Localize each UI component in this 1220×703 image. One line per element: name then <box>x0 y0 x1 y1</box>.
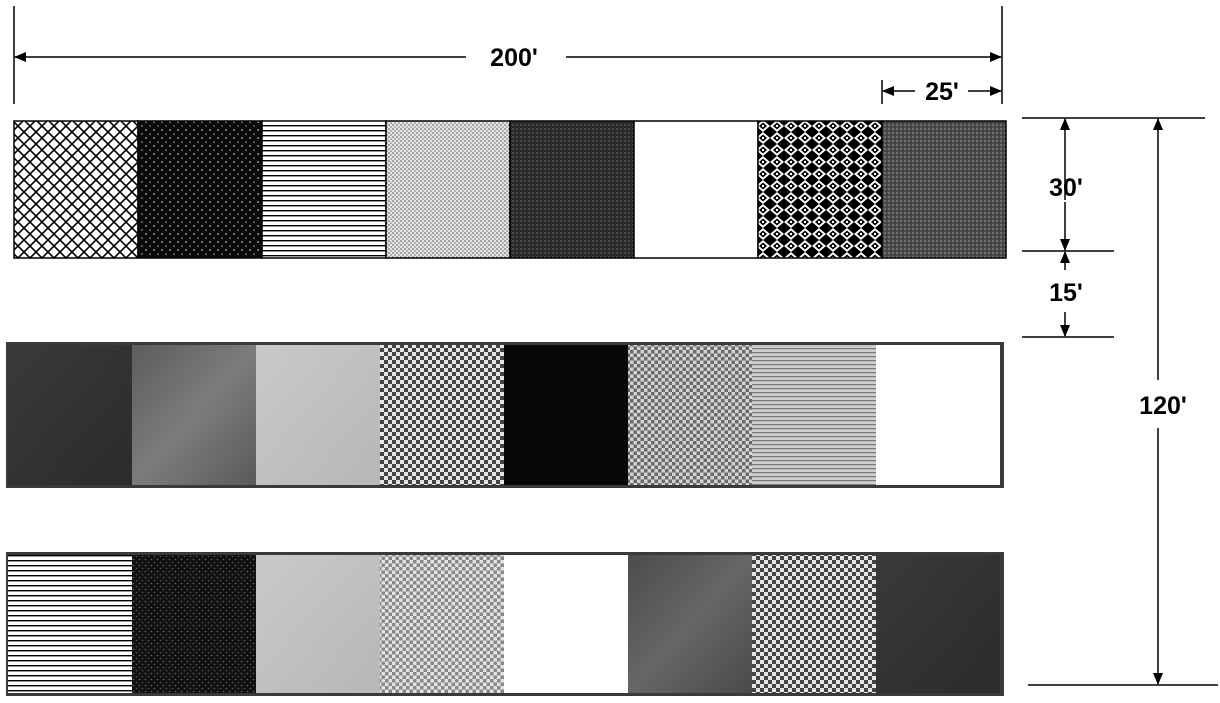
row-depth-label: 30' <box>1049 174 1083 202</box>
plot-dark-diagonal <box>137 120 263 259</box>
side-dimensions: 30' 15' 120' <box>1022 117 1218 686</box>
plot-light-gray <box>256 345 380 485</box>
plot-light-gray <box>256 555 380 693</box>
total-length-label: 120' <box>1139 392 1187 420</box>
row-3 <box>6 552 1004 696</box>
row-1 <box>13 120 1007 259</box>
plot-light-dots <box>385 120 511 259</box>
plot-width-dimension: 25' <box>881 78 1002 106</box>
plot-checker <box>752 555 876 693</box>
plot-dark-gray <box>876 555 1000 693</box>
plot-medium-gray <box>132 345 256 485</box>
plot-medium-dark-gray <box>628 555 752 693</box>
plot-black <box>504 345 628 485</box>
plot-horizontal-lines <box>8 555 132 693</box>
plot-width-label: 25' <box>925 78 959 106</box>
total-width-label: 200' <box>490 44 538 72</box>
plot-light-checker <box>628 345 752 485</box>
plot-dark-gray <box>8 345 132 485</box>
plot-dark-dotted <box>132 555 256 693</box>
row-2 <box>6 342 1004 488</box>
plot-white <box>504 555 628 693</box>
plot-white <box>876 345 1000 485</box>
plot-checker <box>380 345 504 485</box>
plot-diamond-crosshatch <box>13 120 139 259</box>
plot-horizontal-lines-light <box>752 345 876 485</box>
plot-checker-light <box>380 555 504 693</box>
row-gap-label: 15' <box>1049 279 1083 307</box>
plot-horizontal-lines <box>261 120 387 259</box>
plot-scale-pattern <box>757 120 883 259</box>
total-width-dimension: 200' <box>13 6 1003 104</box>
plot-rows <box>6 120 1007 696</box>
plot-dark-stipple <box>509 120 635 259</box>
plot-white <box>633 120 759 259</box>
plot-medium-dark-stipple <box>881 120 1007 259</box>
